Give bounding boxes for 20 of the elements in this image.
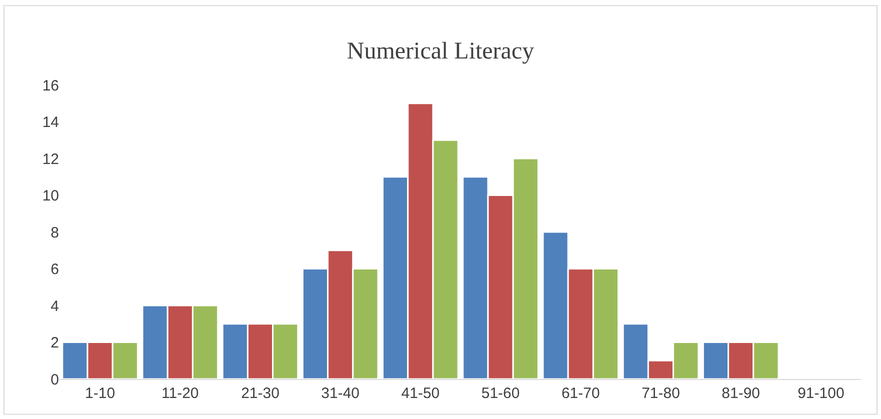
x-tick-label: 1-10	[85, 385, 116, 402]
x-tick-label: 21-30	[241, 385, 280, 402]
chart-title: Numerical Literacy	[346, 38, 534, 65]
y-tick-label: 10	[42, 188, 59, 204]
y-tick-label: 2	[50, 334, 59, 352]
x-tick-label: 51-60	[481, 385, 520, 402]
x-tick-label: 61-70	[561, 385, 600, 402]
y-tick-label: 12	[42, 150, 59, 168]
y-tick-label: 8	[50, 224, 59, 242]
x-tick-label: 11-20	[162, 385, 199, 402]
y-tick-label: 6	[50, 261, 59, 278]
x-tick-label: 81-90	[722, 385, 760, 402]
y-tick-label: 4	[50, 298, 59, 315]
y-tick-label: 14	[42, 114, 59, 131]
y-tick-label: 16	[42, 77, 59, 94]
y-tick-label: 0	[50, 371, 59, 388]
x-tick-label: 71-80	[642, 385, 680, 402]
x-tick-label: 91-100	[798, 385, 844, 402]
x-tick-label: 31-40	[321, 385, 360, 402]
x-tick-label: 41-50	[401, 385, 440, 402]
